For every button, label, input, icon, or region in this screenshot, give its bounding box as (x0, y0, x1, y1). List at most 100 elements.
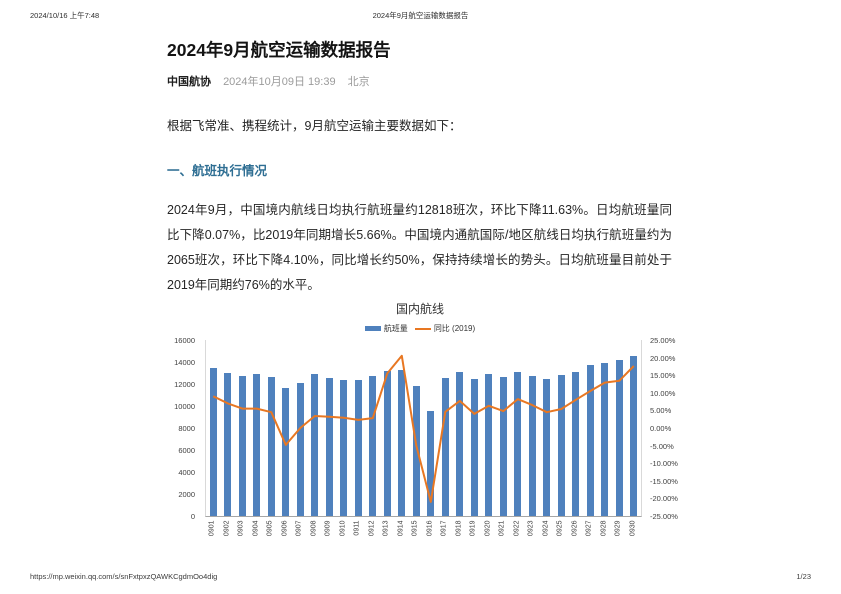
x-tick-0908: 0908 (310, 520, 318, 537)
x-tick-0903: 0903 (237, 520, 245, 537)
section-heading: 一、航班执行情况 (167, 164, 268, 178)
x-tick-0907: 0907 (295, 520, 303, 537)
y-right-tick: -25.00% (650, 512, 678, 521)
x-tick-0915: 0915 (411, 520, 419, 537)
bar-0921 (499, 377, 507, 516)
y-left-tick: 0 (190, 512, 195, 521)
bar-0917 (441, 377, 449, 516)
bar-0905 (267, 377, 275, 516)
bar-0916 (427, 410, 435, 516)
y-right-tick: 20.00% (650, 353, 676, 363)
x-tick-0920: 0920 (484, 520, 492, 537)
y-left-tick: 8000 (178, 424, 195, 433)
x-tick-0921: 0921 (498, 520, 506, 537)
bar-0930 (630, 355, 638, 516)
bar-0908 (311, 374, 319, 516)
x-tick-0926: 0926 (571, 520, 579, 537)
y-right-tick: 0.00% (650, 424, 672, 433)
bar-0923 (528, 375, 536, 516)
article-title: 2024年9月航空运输数据报告 (167, 40, 391, 60)
publish-location: 北京 (347, 76, 370, 88)
legend-line-swatch-icon (414, 327, 431, 330)
y-right-tick: 15.00% (650, 371, 676, 381)
bar-0927 (586, 365, 594, 516)
bar-0918 (456, 371, 464, 516)
y-left-tick: 12000 (174, 380, 195, 389)
publish-date: 2024年10月09日 19:39 (223, 76, 336, 88)
bar-0907 (296, 382, 304, 516)
bar-0902 (224, 373, 232, 516)
x-tick-0911: 0911 (353, 520, 361, 536)
chart-national-routes: 国内航线 航班量 同比 (2019) 16000 14000 12000 10000 8… (165, 298, 705, 566)
x-tick-0913: 0913 (382, 520, 390, 537)
y-right-tick: 25.00% (650, 336, 676, 345)
x-tick-0919: 0919 (469, 520, 477, 537)
x-tick-0905: 0905 (266, 520, 274, 537)
x-tick-0929: 0929 (614, 520, 622, 537)
y-left-tick: 16000 (174, 336, 195, 345)
x-tick-0906: 0906 (281, 520, 289, 537)
y-axis-left: 16000 14000 12000 10000 8000 6000 4000 2000 0 (165, 336, 199, 521)
y-left-tick: 10000 (174, 402, 195, 411)
y-left-tick: 6000 (178, 446, 195, 455)
y-right-tick: -15.00% (650, 476, 678, 486)
bar-0913 (383, 370, 391, 516)
x-tick-0925: 0925 (556, 520, 564, 537)
chart-title: 国内航线 (395, 302, 444, 316)
y-left-tick: 2000 (178, 490, 195, 499)
bar-0926 (572, 372, 580, 516)
x-tick-0914: 0914 (397, 520, 405, 537)
bar-0915 (412, 386, 420, 516)
legend-label-flights: 航班量 (383, 324, 408, 333)
bar-0906 (282, 387, 290, 516)
footer-page-number: 1/23 (796, 572, 811, 581)
bar-0920 (485, 374, 493, 516)
intro-paragraph: 根据飞常准、携程统计，9月航空运输主要数据如下： (167, 119, 462, 133)
bar-0904 (253, 374, 261, 516)
x-tick-0909: 0909 (324, 520, 332, 537)
byline: 中国航协 2024年10月09日 19:39 北京 (167, 73, 672, 89)
bar-0925 (557, 375, 565, 516)
bar-0914 (398, 370, 406, 516)
y-right-tick: -20.00% (650, 494, 678, 504)
x-tick-0922: 0922 (513, 520, 521, 537)
print-footer: https://mp.weixin.qq.com/s/snFxtpxzQAWKC… (30, 572, 811, 581)
bar-0911 (354, 379, 362, 516)
legend-bar-swatch-icon (364, 326, 381, 331)
x-tick-0901: 0901 (208, 520, 216, 537)
x-tick-0904: 0904 (252, 520, 260, 537)
y-left-tick: 4000 (178, 468, 195, 477)
legend-item-flights: 航班量 (364, 323, 408, 334)
x-tick-0918: 0918 (455, 520, 463, 537)
bar-0924 (543, 379, 551, 516)
body-paragraph: 2024年9月，中国境内航线日均执行航班量约12818班次，环比下降11.63%… (167, 203, 672, 292)
bar-0929 (615, 360, 623, 516)
plot-area (205, 340, 642, 517)
y-right-tick: 10.00% (650, 388, 676, 398)
x-tick-0902: 0902 (223, 520, 231, 537)
x-tick-0916: 0916 (426, 520, 434, 537)
bar-0928 (601, 363, 609, 516)
bar-0901 (209, 368, 217, 516)
bar-0909 (325, 377, 333, 516)
y-right-tick: -10.00% (650, 459, 678, 469)
bar-0922 (514, 371, 522, 516)
x-tick-0924: 0924 (542, 520, 550, 537)
print-header: 2024/10/16 上午7:48 2024年9月航空运输数据报告 (30, 10, 811, 22)
bar-0910 (340, 380, 348, 516)
y-right-tick: -5.00% (650, 441, 674, 451)
y-axis-right: 25.00% 20.00% 15.00% 10.00% 5.00% 0.00% -5.00%… (646, 336, 696, 521)
x-axis: 0901 0902 0903 0904 0905 0906 0907 0908 0909 0910… (205, 520, 640, 562)
x-tick-0917: 0917 (440, 520, 448, 537)
print-header-datetime: 2024/10/16 上午7:48 (30, 11, 100, 20)
article: 2024年9月航空运输数据报告 中国航协 2024年10月09日 19:39 北… (167, 38, 672, 298)
bar-0919 (470, 378, 478, 516)
bar-0912 (369, 376, 377, 516)
x-tick-0923: 0923 (527, 520, 535, 537)
y-left-tick: 14000 (174, 358, 195, 367)
x-tick-0910: 0910 (339, 520, 347, 537)
legend-label-yoy: 同比 (2019) (433, 324, 476, 333)
x-tick-0927: 0927 (585, 520, 593, 537)
author-name: 中国航协 (167, 76, 211, 88)
y-right-tick: 5.00% (650, 406, 672, 416)
